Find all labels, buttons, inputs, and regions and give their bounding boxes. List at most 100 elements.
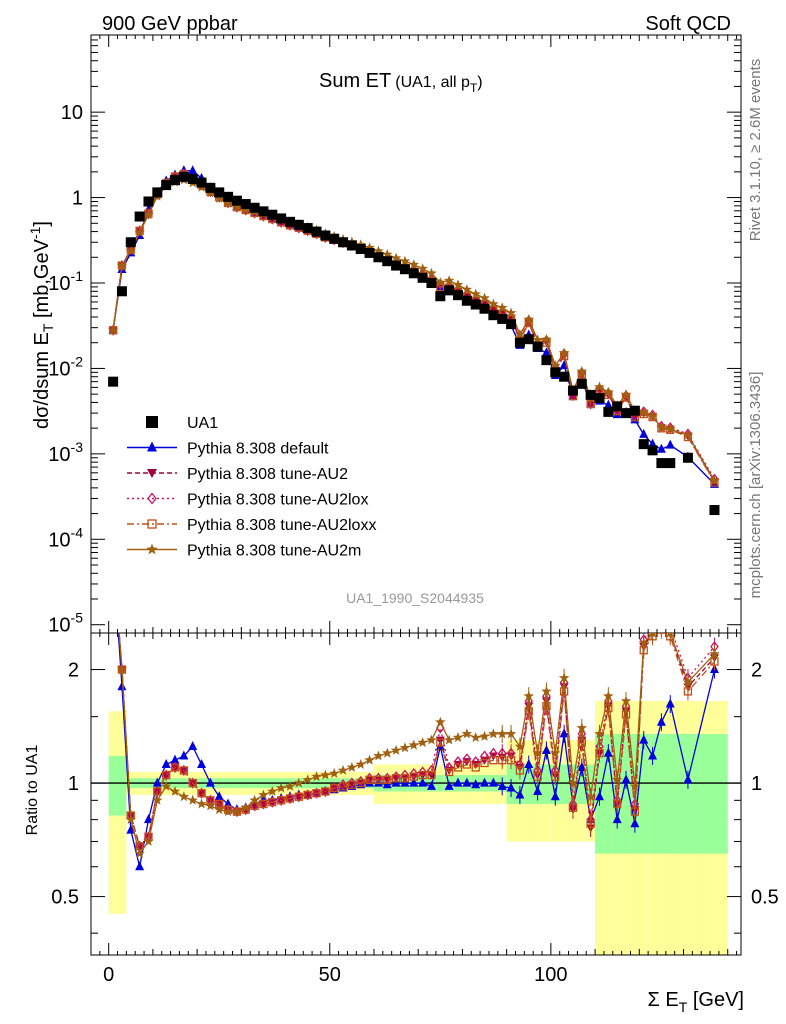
ratio-point xyxy=(214,791,224,801)
data-point xyxy=(364,247,375,258)
ratio-point xyxy=(585,791,596,802)
ratio-point xyxy=(427,770,436,780)
data-point xyxy=(108,376,119,387)
ratio-point xyxy=(568,803,578,812)
ratio-point xyxy=(249,794,260,805)
y-tick-label: 10-1 xyxy=(48,268,83,295)
ratio-point xyxy=(356,778,365,788)
ratio-point xyxy=(303,790,312,800)
ratio-point xyxy=(390,745,402,755)
data-point xyxy=(444,285,455,296)
data-point xyxy=(373,252,384,263)
ratio-point xyxy=(383,775,392,784)
ratio-point xyxy=(471,756,481,768)
data-point xyxy=(559,371,570,382)
data-point xyxy=(408,268,419,279)
data-point xyxy=(532,341,543,352)
ratio-point xyxy=(321,785,330,798)
mc-point xyxy=(594,381,605,392)
top-panel-axes: 10-5 10-4 10-3 10-2 10-1 1 10 xyxy=(48,34,741,637)
ratio-point xyxy=(276,796,286,805)
y-tick-label: 1 xyxy=(72,188,83,210)
ratio-point xyxy=(436,738,445,747)
ratio-point xyxy=(285,792,295,805)
ratio-point xyxy=(417,737,428,748)
ratio-point xyxy=(682,676,694,687)
ratio-point xyxy=(125,814,136,825)
ratio-point xyxy=(330,783,339,793)
ratio-point xyxy=(268,798,277,807)
data-point xyxy=(311,226,322,237)
ratio-point xyxy=(444,780,454,790)
ratio-point xyxy=(443,734,455,745)
ratio-point xyxy=(329,768,340,778)
data-point xyxy=(523,334,534,345)
ratio-point xyxy=(108,551,118,561)
mc-point xyxy=(461,284,473,295)
ratio-point xyxy=(488,777,498,787)
legend-marker xyxy=(147,492,157,505)
x-tick-label: 0 xyxy=(103,964,114,986)
data-point xyxy=(470,299,481,310)
data-point xyxy=(170,175,181,186)
ratio-point xyxy=(294,792,303,801)
ratio-point xyxy=(658,616,665,625)
ratio-point xyxy=(586,819,595,828)
ratio-point xyxy=(657,623,666,631)
mc-point xyxy=(408,259,419,270)
ratio-point xyxy=(152,794,163,805)
band-inner-segment xyxy=(665,733,680,854)
ratio-point xyxy=(603,690,614,701)
ratio-point xyxy=(250,800,259,812)
ratio-point xyxy=(462,760,472,769)
data-point xyxy=(382,256,393,267)
mc-point xyxy=(514,328,526,339)
mc-point xyxy=(188,165,198,175)
ratio-point xyxy=(559,687,569,696)
ratio-point xyxy=(205,800,216,811)
ratio-point xyxy=(709,648,720,659)
ratio-point xyxy=(577,761,587,771)
data-point xyxy=(514,337,525,348)
y-tick-label: 10-5 xyxy=(48,610,83,637)
mc-point xyxy=(639,428,649,438)
band-inner-segment xyxy=(117,755,127,816)
mc-point xyxy=(656,422,667,433)
ratio-point xyxy=(259,799,268,809)
ratio-point xyxy=(649,633,656,638)
legend-marker xyxy=(147,441,157,452)
legend-label: UA1 xyxy=(187,415,218,432)
ratio-point xyxy=(409,772,418,781)
ratio-point xyxy=(524,759,534,769)
ratio-point xyxy=(524,707,533,716)
mc-point xyxy=(586,401,596,410)
data-point xyxy=(567,385,578,396)
ratio-point xyxy=(445,767,454,777)
mc-point xyxy=(541,347,551,357)
mc-point xyxy=(214,192,225,203)
y-tick-label-right: 1 xyxy=(751,773,762,795)
ratio-point xyxy=(577,738,586,747)
ratio-point xyxy=(558,672,570,683)
ratio-point xyxy=(373,750,384,761)
data-point xyxy=(240,199,251,210)
ratio-point xyxy=(489,756,498,765)
ratio-point xyxy=(285,794,295,803)
legend-label: Pythia 8.308 default xyxy=(187,441,329,458)
data-point xyxy=(249,202,260,213)
band-inner-segment xyxy=(542,764,551,805)
ratio-point xyxy=(409,777,419,787)
legend-marker xyxy=(146,543,158,555)
ratio-point xyxy=(205,777,215,787)
ratio-point xyxy=(638,637,649,648)
series-line xyxy=(112,173,716,480)
data-point xyxy=(125,237,136,248)
mc-point xyxy=(435,277,446,287)
data-point xyxy=(178,171,189,182)
ratio-point xyxy=(480,758,489,768)
band-inner-segment xyxy=(621,733,631,854)
plot-title: Sum ET (UA1, all pT) xyxy=(319,70,483,95)
data-point xyxy=(453,290,464,301)
ratio-point xyxy=(470,732,481,742)
ratio-point xyxy=(418,777,428,787)
